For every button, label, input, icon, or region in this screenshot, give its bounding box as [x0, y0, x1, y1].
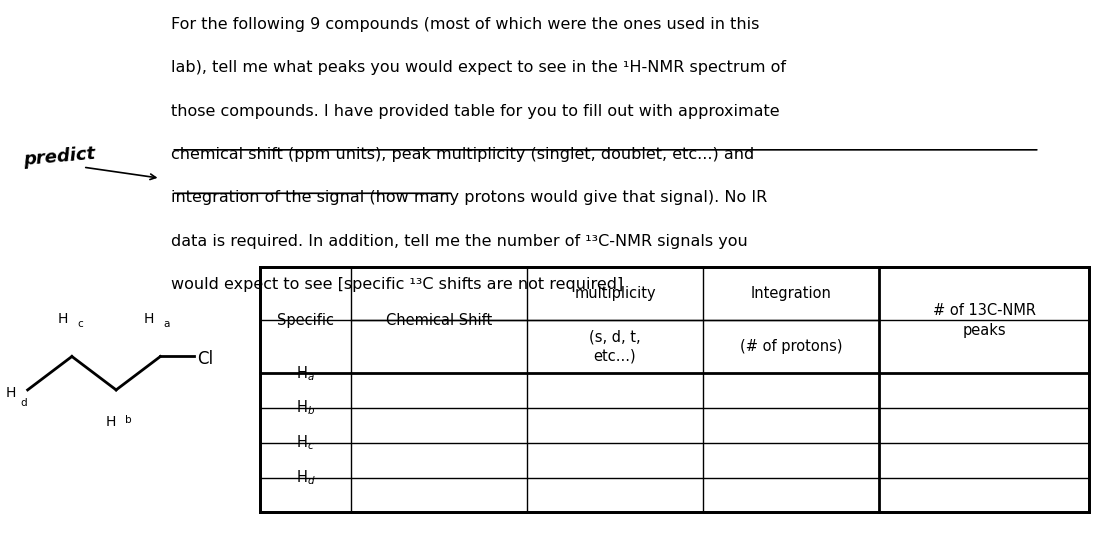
Text: a: a	[164, 319, 170, 329]
Text: data is required. In addition, tell me the number of ¹³C-NMR signals you: data is required. In addition, tell me t…	[171, 234, 748, 249]
Text: would expect to see [specific ¹³C shifts are not required]: would expect to see [specific ¹³C shifts…	[171, 277, 624, 292]
Text: H$_b$: H$_b$	[295, 399, 315, 417]
Text: H: H	[105, 415, 116, 429]
Text: chemical shift (ppm units), peak multiplicity (singlet, doublet, etc...) and: chemical shift (ppm units), peak multipl…	[171, 147, 754, 162]
Text: c: c	[77, 319, 83, 329]
Text: H$_c$: H$_c$	[296, 433, 315, 452]
Text: Chemical Shift: Chemical Shift	[386, 313, 492, 328]
Text: Cl: Cl	[197, 350, 213, 368]
Text: multiplicity: multiplicity	[574, 286, 656, 301]
Bar	[260, 267, 1089, 512]
Text: Specific: Specific	[276, 313, 334, 328]
Text: integration of the signal (how many protons would give that signal). No IR: integration of the signal (how many prot…	[171, 190, 768, 206]
Text: H: H	[58, 312, 69, 326]
Text: lab), tell me what peaks you would expect to see in the ¹H-NMR spectrum of: lab), tell me what peaks you would expec…	[171, 60, 786, 75]
Text: (s, d, t,
etc...): (s, d, t, etc...)	[589, 330, 640, 364]
Text: d: d	[20, 398, 27, 408]
Text: H$_a$: H$_a$	[296, 364, 315, 383]
Text: Integration: Integration	[751, 286, 832, 301]
Text: H: H	[144, 312, 155, 326]
Text: those compounds. I have provided table for you to fill out with approximate: those compounds. I have provided table f…	[171, 104, 780, 119]
Text: H$_d$: H$_d$	[295, 468, 315, 487]
Text: b: b	[125, 415, 132, 425]
Text: predict: predict	[22, 145, 95, 169]
Text: (# of protons): (# of protons)	[740, 339, 843, 354]
Text: For the following 9 compounds (most of which were the ones used in this: For the following 9 compounds (most of w…	[171, 17, 760, 32]
Text: H: H	[6, 385, 15, 400]
Text: # of 13C-NMR
peaks: # of 13C-NMR peaks	[932, 303, 1036, 338]
